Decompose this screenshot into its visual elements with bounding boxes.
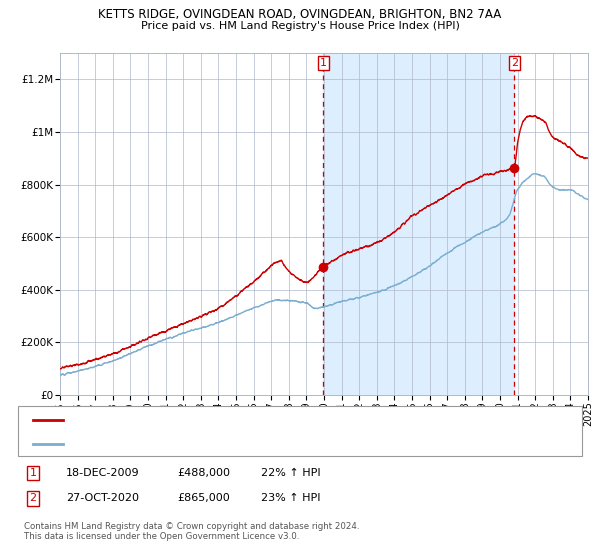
Text: 27-OCT-2020: 27-OCT-2020 [66,493,139,503]
Text: KETTS RIDGE, OVINGDEAN ROAD, OVINGDEAN, BRIGHTON, BN2 7AA: KETTS RIDGE, OVINGDEAN ROAD, OVINGDEAN, … [98,8,502,21]
Text: 2: 2 [511,58,518,68]
Text: 23% ↑ HPI: 23% ↑ HPI [261,493,320,503]
Text: 1: 1 [29,468,37,478]
Text: Price paid vs. HM Land Registry's House Price Index (HPI): Price paid vs. HM Land Registry's House … [140,21,460,31]
Text: 18-DEC-2009: 18-DEC-2009 [66,468,140,478]
Text: 2: 2 [29,493,37,503]
Text: 22% ↑ HPI: 22% ↑ HPI [261,468,320,478]
Text: Contains HM Land Registry data © Crown copyright and database right 2024.
This d: Contains HM Land Registry data © Crown c… [24,522,359,542]
Text: HPI: Average price, detached house, Brighton and Hove: HPI: Average price, detached house, Brig… [69,439,359,449]
Text: £488,000: £488,000 [177,468,230,478]
Text: £865,000: £865,000 [177,493,230,503]
Text: 1: 1 [320,58,327,68]
Bar [323,53,514,395]
Text: KETTS RIDGE, OVINGDEAN ROAD, OVINGDEAN, BRIGHTON, BN2 7AA (detached house): KETTS RIDGE, OVINGDEAN ROAD, OVINGDEAN, … [69,415,521,425]
